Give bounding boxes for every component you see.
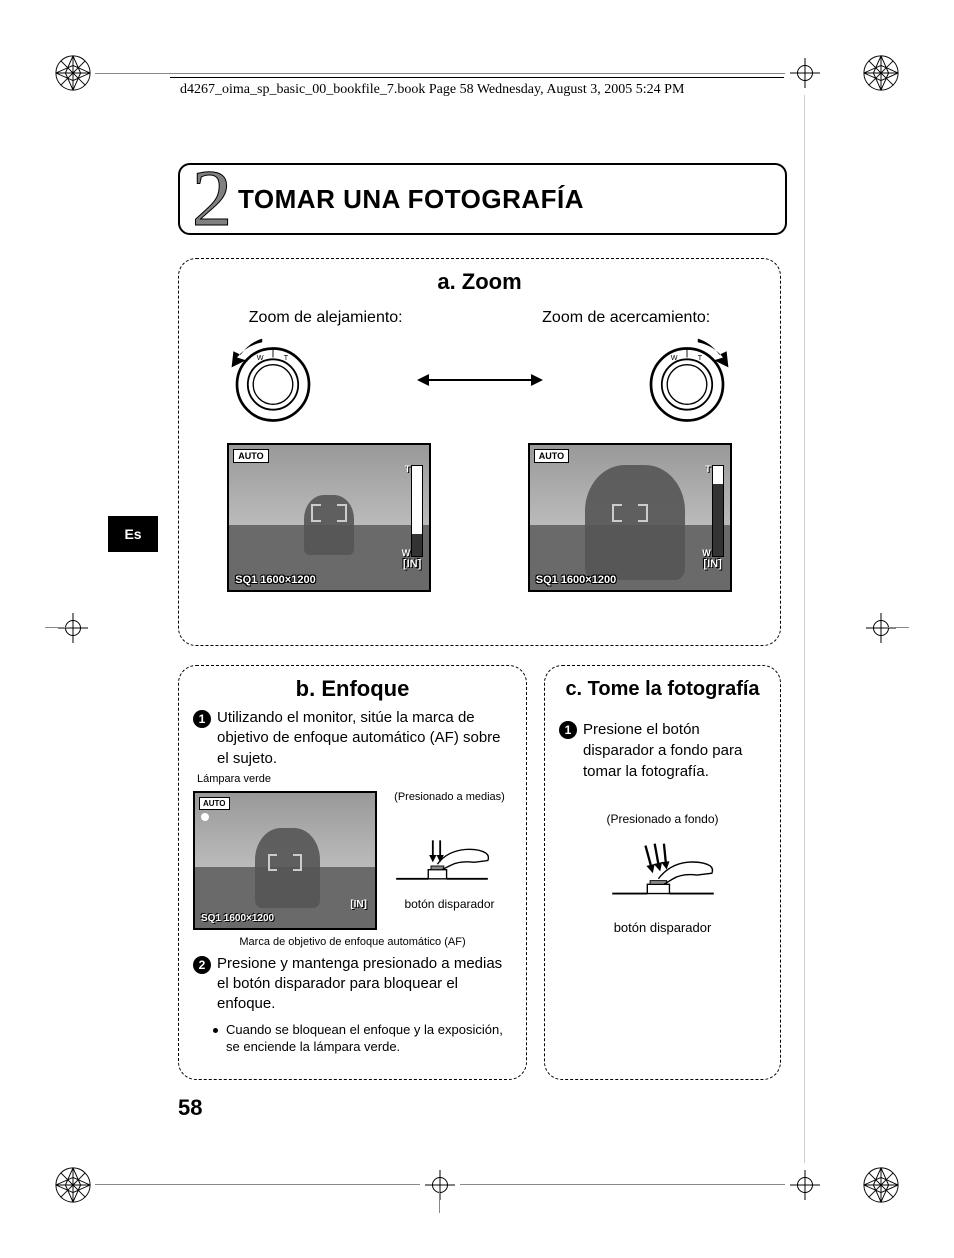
registration-mark-icon [54, 54, 92, 92]
zoom-in-label: Zoom de acercamiento: [542, 309, 710, 327]
shutter-button-label: botón disparador [387, 897, 512, 911]
shutter-button-label: botón disparador [559, 920, 766, 935]
bullet-icon [213, 1028, 218, 1033]
cross-mark-icon [790, 58, 820, 88]
registration-mark-icon [862, 54, 900, 92]
svg-text:W: W [670, 353, 677, 362]
section-c-title: c. Tome la fotografía [559, 678, 766, 701]
crop-line [460, 1184, 785, 1185]
language-tab: Es [108, 516, 158, 552]
zoom-out-label: Zoom de alejamiento: [249, 309, 403, 327]
zoom-dial-in-icon: W T [642, 335, 732, 425]
shutter-half-press-icon [387, 833, 497, 893]
preview-tele: AUTO [IN] SQ1 1600×1200 TW [528, 443, 732, 592]
registration-mark-icon [862, 1166, 900, 1204]
green-lamp-icon [201, 813, 209, 821]
cross-mark-icon [58, 613, 88, 643]
bullet-text: Cuando se bloquean el enfoque y la expos… [226, 1021, 512, 1056]
section-b-title: b. Enfoque [193, 676, 512, 702]
crop-line [45, 627, 70, 628]
cross-mark-icon [425, 1170, 455, 1200]
svg-text:T: T [697, 353, 702, 362]
page-number: 58 [178, 1095, 202, 1121]
step-number-icon: 2 [193, 956, 211, 974]
cross-mark-icon [790, 1170, 820, 1200]
section-tome: c. Tome la fotografía 1 Presione el botó… [544, 665, 781, 1080]
cross-mark-icon [866, 613, 896, 643]
crop-line [439, 1188, 440, 1213]
double-arrow-icon [415, 370, 545, 390]
crop-line [804, 95, 805, 1163]
press-full-label: (Presionado a fondo) [559, 812, 766, 826]
svg-text:T: T [283, 353, 288, 362]
step-text: Presione el botón disparador a fondo par… [583, 719, 766, 782]
press-half-label: (Presionado a medias) [387, 791, 512, 803]
chapter-number: 2 [192, 159, 232, 239]
step-number-icon: 1 [193, 710, 211, 728]
chapter-title-box: 2 TOMAR UNA FOTOGRAFÍA [178, 163, 787, 235]
crop-line [884, 627, 909, 628]
preview-focus: AUTO [IN] SQ1 1600×1200 [193, 791, 377, 930]
shutter-full-press-icon [603, 840, 723, 910]
section-zoom: a. Zoom Zoom de alejamiento: Zoom de ace… [178, 258, 781, 646]
af-mark-caption: Marca de objetivo de enfoque automático … [193, 936, 512, 948]
header-rule [170, 77, 784, 78]
step-number-icon: 1 [559, 721, 577, 739]
header-text: d4267_oima_sp_basic_00_bookfile_7.book P… [180, 82, 684, 98]
chapter-title: TOMAR UNA FOTOGRAFÍA [238, 184, 584, 215]
crop-line [95, 1184, 420, 1185]
registration-mark-icon [54, 1166, 92, 1204]
crop-line [95, 73, 785, 74]
lamp-label: Lámpara verde [197, 773, 512, 785]
preview-wide: AUTO [IN] SQ1 1600×1200 TW [227, 443, 431, 592]
section-a-title: a. Zoom [179, 269, 780, 295]
step-text: Utilizando el monitor, sitúe la marca de… [217, 708, 512, 769]
step-text: Presione y mantenga presionado a medias … [217, 954, 512, 1015]
zoom-dial-out-icon: W T [228, 335, 318, 425]
svg-text:W: W [256, 353, 263, 362]
section-enfoque: b. Enfoque 1 Utilizando el monitor, sitú… [178, 665, 527, 1080]
